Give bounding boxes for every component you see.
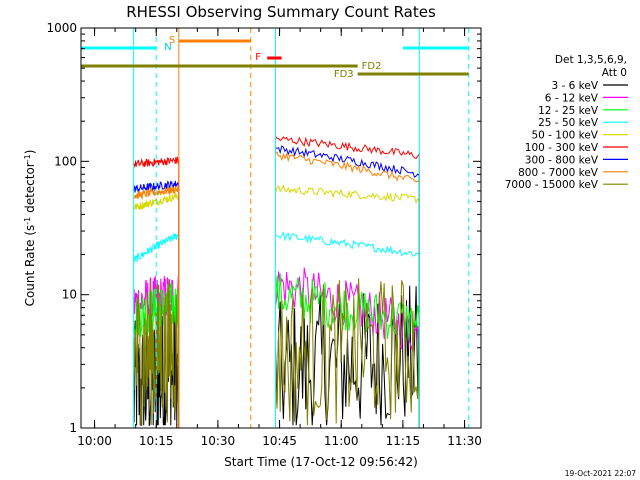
legend-label-6: 300 - 800 keV [525,154,599,166]
x-tick-label-2: 10:30 [201,434,236,448]
night-label: N [164,42,171,53]
legend-label-0: 3 - 6 keV [551,80,598,92]
plot-layer: NS F FD2 FD3 1 10 100 1000 10:00 10:15 10:30 10:45 1… [46,21,628,448]
chart-title: RHESSI Observing Summary Count Rates [126,3,436,21]
series-line-8 [133,278,420,428]
legend-detectors-line1: Det 1,3,5,6,9, [555,54,627,66]
y-tick-label-1: 10 [62,288,77,302]
legend-label-4: 50 - 100 keV [531,130,598,142]
y-axis-label-sup2: -1 [23,154,32,162]
y-tick-label-2: 100 [54,154,77,168]
x-tick-label-3: 10:45 [262,434,297,448]
x-tick-label-6: 11:30 [447,434,482,448]
x-axis-label: Start Time (17-Oct-12 09:56:42) [224,455,418,469]
legend-detectors-line2: Att 0 [602,67,627,79]
x-tick-label-0: 10:00 [77,434,112,448]
legend-label-5: 100 - 300 keV [525,142,599,154]
legend-label-2: 12 - 25 keV [538,105,599,117]
y-tick-label-0: 1 [69,421,77,435]
y-axis-label: Count Rate (s-1 detector-1) [23,150,38,307]
series-line-5 [133,136,420,428]
legend-label-1: 6 - 12 keV [545,92,599,104]
x-tick-label-5: 11:15 [386,434,421,448]
plot-frame [80,27,482,429]
flare-label: F [255,52,261,63]
legend-label-3: 25 - 50 keV [538,117,599,129]
legend-label-7: 800 - 7000 keV [518,167,599,179]
y-axis-label-end: ) [23,150,37,155]
timestamp: 19-Oct-2021 22:07 [565,469,636,478]
y-tick-label-3: 1000 [46,21,77,35]
y-axis-label-main: Count Rate (s [23,225,37,307]
x-tick-label-1: 10:15 [139,434,174,448]
legend-label-8: 7000 - 15000 keV [505,179,599,191]
x-tick-label-4: 11:00 [324,434,359,448]
fd2-label: FD2 [362,61,382,72]
saa-label: S [169,35,175,46]
y-axis-label-mid: detector [23,162,37,217]
fd3-label: FD3 [334,69,354,80]
y-axis-label-sup1: -1 [23,217,32,225]
